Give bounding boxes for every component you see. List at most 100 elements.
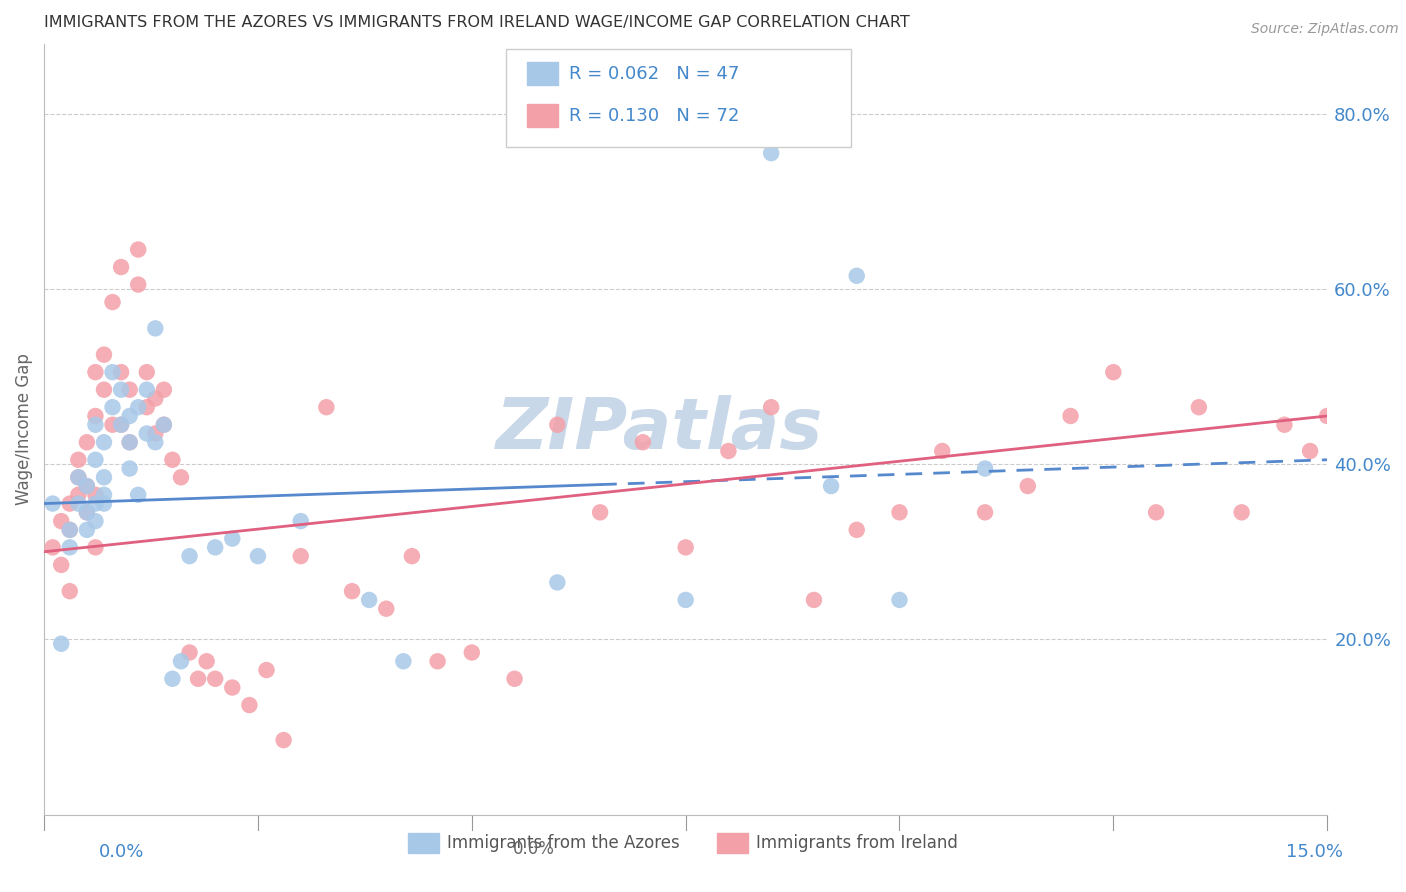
Bar [717, 833, 748, 853]
Point [401, 549, 423, 563]
Point [1299, 444, 1322, 458]
Point [153, 383, 176, 397]
Point [84, 497, 107, 511]
Point [170, 470, 193, 484]
Point [221, 681, 243, 695]
Point [76, 505, 98, 519]
Point [118, 435, 141, 450]
Point [375, 601, 398, 615]
Point [84, 514, 107, 528]
Point [143, 435, 166, 450]
Text: 0.0%: 0.0% [513, 840, 555, 858]
Point [256, 663, 278, 677]
Text: 15.0%: 15.0% [1285, 843, 1343, 861]
Point [76, 505, 98, 519]
Point [170, 654, 193, 668]
Point [461, 645, 484, 659]
Point [59, 523, 82, 537]
Point [1102, 365, 1125, 379]
Point [51, 514, 73, 528]
Point [51, 558, 73, 572]
Point [931, 444, 953, 458]
Point [143, 426, 166, 441]
Point [162, 672, 184, 686]
Point [110, 417, 132, 432]
Text: R = 0.130   N = 72: R = 0.130 N = 72 [569, 106, 740, 125]
Point [84, 409, 107, 423]
Point [1059, 409, 1081, 423]
Point [118, 409, 141, 423]
Point [1188, 401, 1211, 415]
Point [84, 452, 107, 467]
Point [110, 260, 132, 274]
Point [84, 417, 107, 432]
Point [67, 488, 90, 502]
Point [179, 645, 201, 659]
Point [546, 575, 568, 590]
Point [426, 654, 449, 668]
Point [820, 479, 842, 493]
Point [204, 672, 226, 686]
Point [1316, 409, 1339, 423]
Point [195, 654, 218, 668]
Point [76, 479, 98, 493]
Point [41, 541, 63, 555]
Point [93, 497, 115, 511]
FancyBboxPatch shape [506, 49, 851, 147]
Point [51, 637, 73, 651]
Text: Source: ZipAtlas.com: Source: ZipAtlas.com [1251, 22, 1399, 37]
Point [1144, 505, 1167, 519]
Point [101, 417, 124, 432]
Point [76, 523, 98, 537]
Point [162, 452, 184, 467]
Point [631, 435, 654, 450]
Point [204, 541, 226, 555]
Point [315, 401, 337, 415]
Point [101, 295, 124, 310]
Point [290, 549, 312, 563]
Point [101, 401, 124, 415]
Point [273, 733, 295, 747]
Point [135, 426, 157, 441]
Point [118, 383, 141, 397]
Point [84, 541, 107, 555]
Bar [527, 62, 558, 85]
Point [359, 593, 381, 607]
Point [143, 321, 166, 335]
Point [675, 593, 697, 607]
Text: Immigrants from the Azores: Immigrants from the Azores [447, 834, 681, 852]
Point [84, 365, 107, 379]
Point [118, 435, 141, 450]
Bar [527, 104, 558, 127]
Point [76, 479, 98, 493]
Text: Immigrants from Ireland: Immigrants from Ireland [756, 834, 959, 852]
Point [93, 435, 115, 450]
Point [845, 268, 868, 283]
Point [110, 383, 132, 397]
Point [1017, 479, 1039, 493]
Text: 0.0%: 0.0% [98, 843, 143, 861]
Point [41, 497, 63, 511]
Point [127, 277, 149, 292]
Point [135, 365, 157, 379]
Point [589, 505, 612, 519]
Text: R = 0.062   N = 47: R = 0.062 N = 47 [569, 64, 740, 83]
Point [135, 383, 157, 397]
Point [110, 417, 132, 432]
Point [101, 365, 124, 379]
Point [392, 654, 415, 668]
Point [238, 698, 260, 712]
Point [889, 505, 911, 519]
Text: ZIPatlas: ZIPatlas [496, 394, 824, 464]
Point [59, 497, 82, 511]
Point [93, 348, 115, 362]
Point [290, 514, 312, 528]
Point [127, 243, 149, 257]
Point [221, 532, 243, 546]
Point [110, 365, 132, 379]
Point [1230, 505, 1253, 519]
Point [67, 452, 90, 467]
Point [889, 593, 911, 607]
Point [127, 401, 149, 415]
Point [127, 488, 149, 502]
